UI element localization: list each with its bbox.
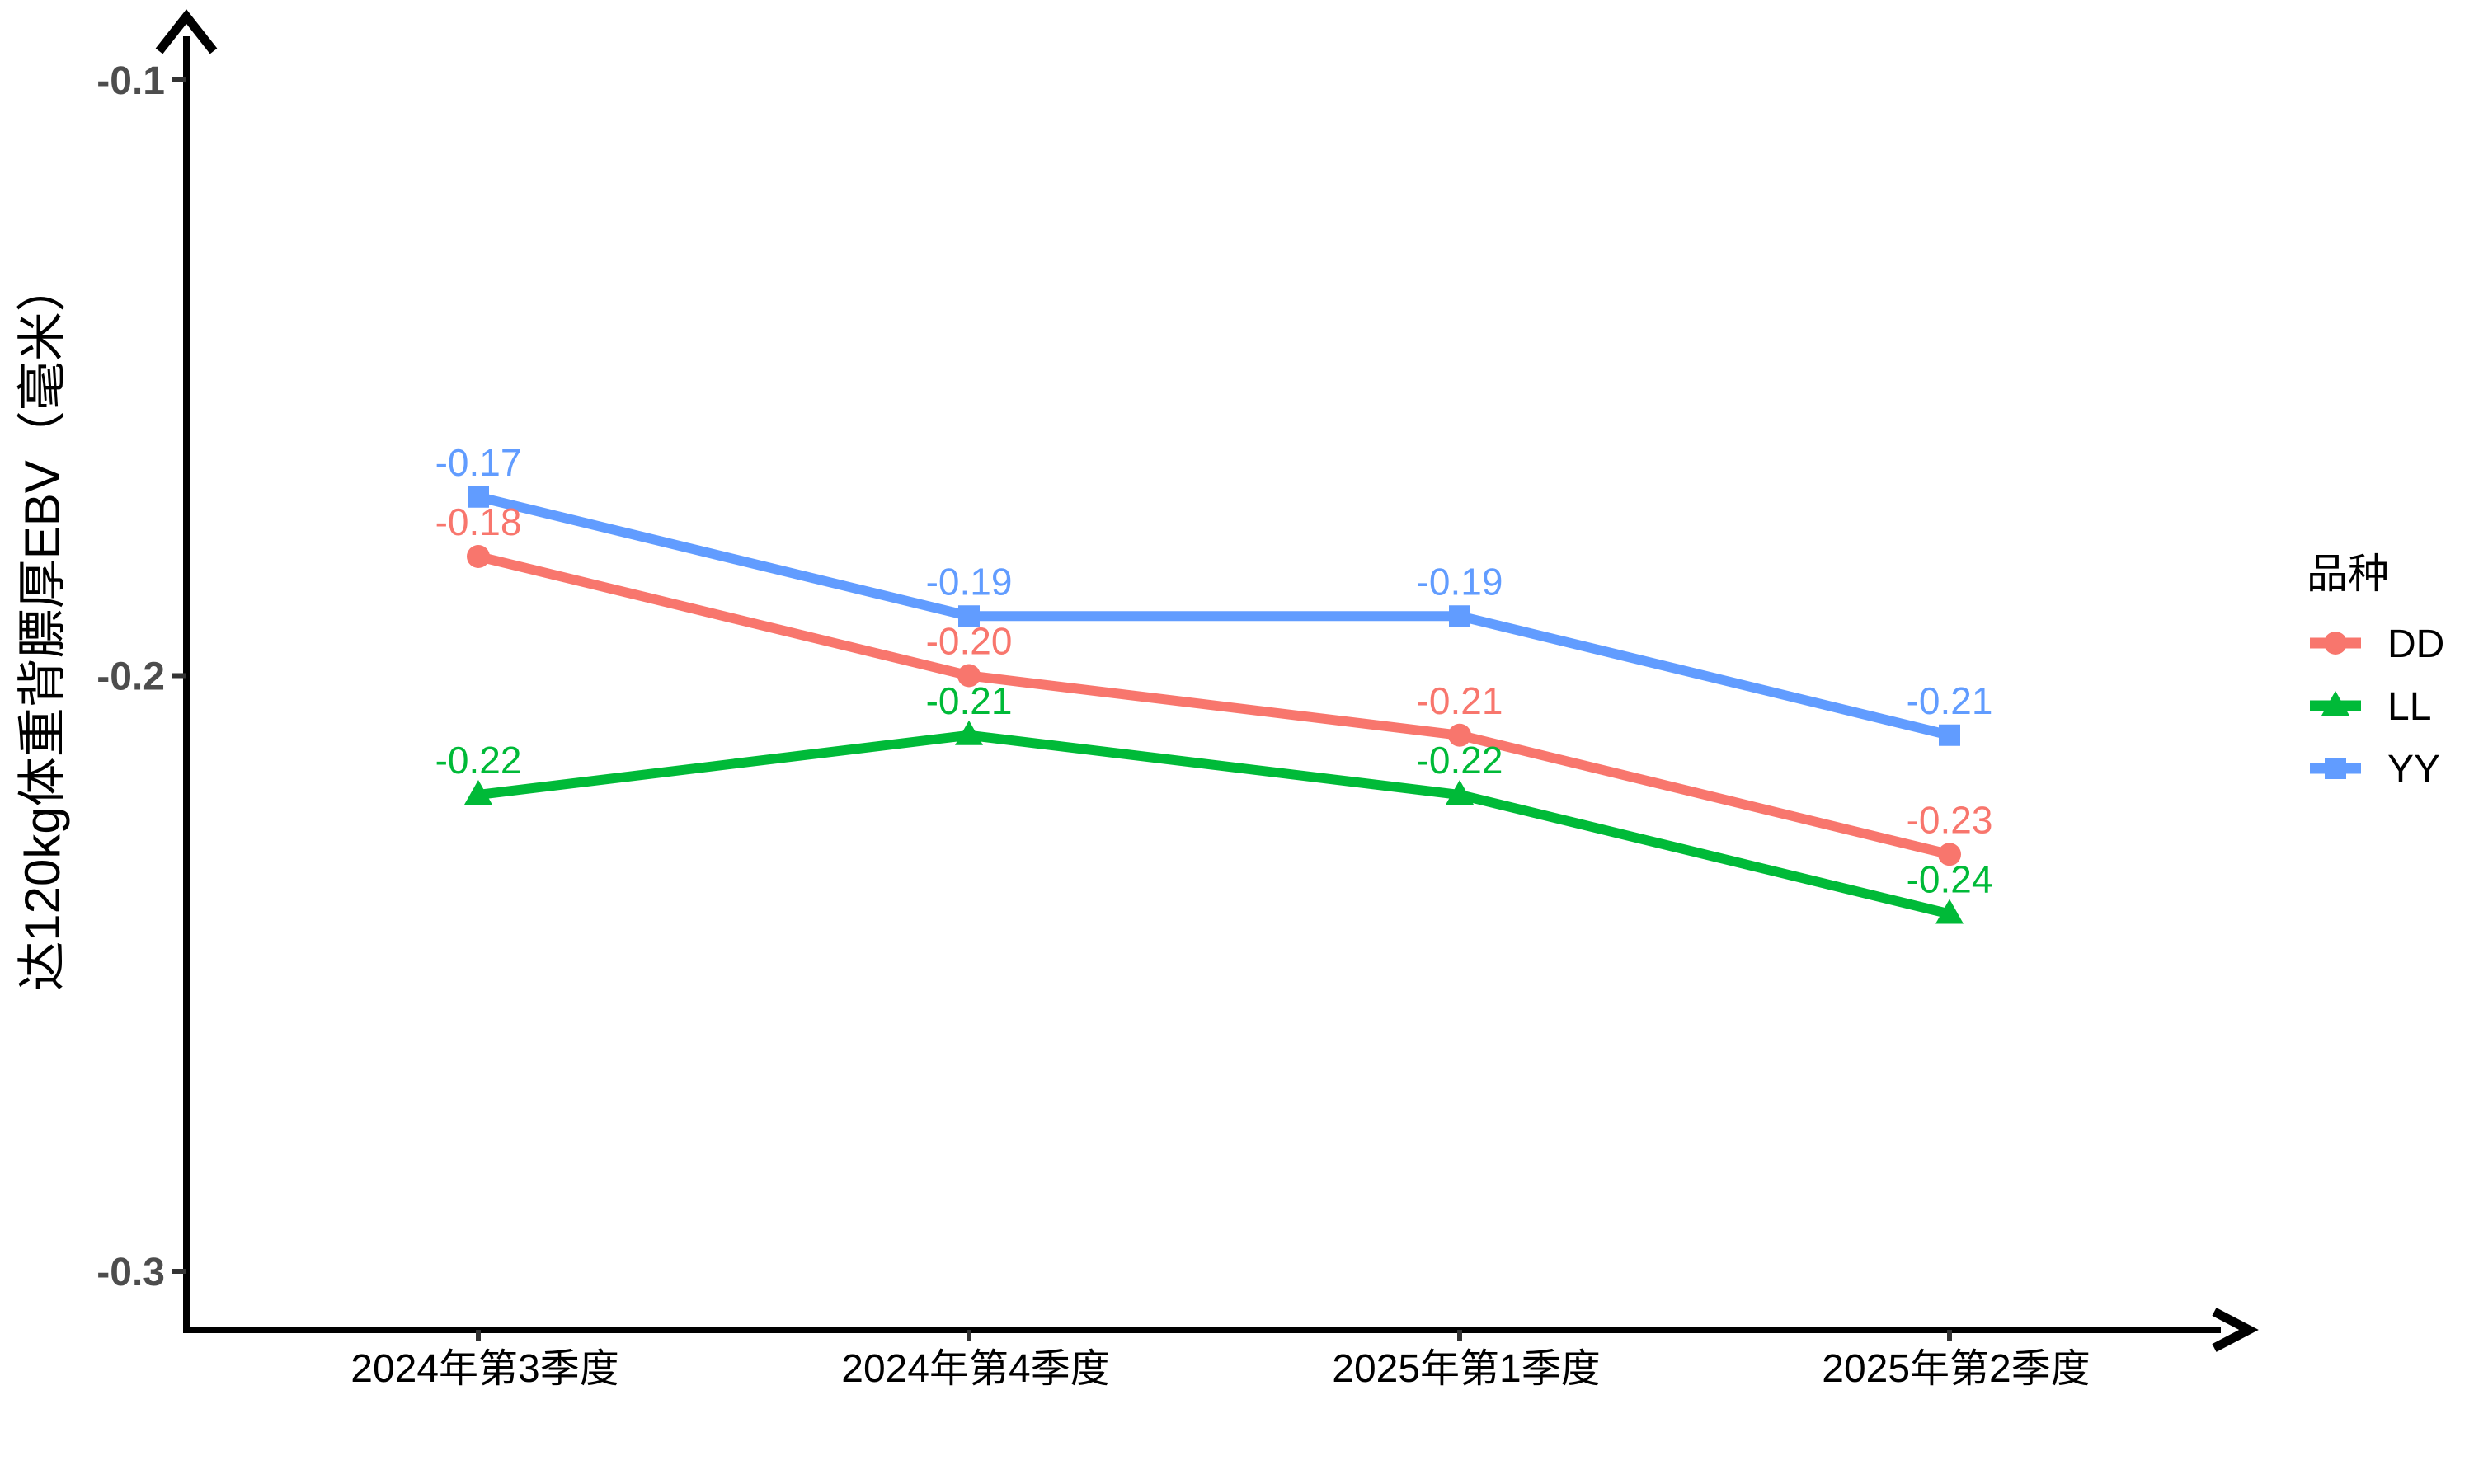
point-label-LL-0: -0.22 xyxy=(435,739,522,782)
point-label-DD-3: -0.23 xyxy=(1907,798,1993,841)
legend-label-LL: LL xyxy=(2387,685,2431,729)
legend-label-DD: DD xyxy=(2387,622,2444,666)
x-category-label: 2024年第4季度 xyxy=(841,1347,1109,1391)
data-point-YY-3 xyxy=(1939,724,1960,746)
series-line-YY xyxy=(477,491,1951,740)
x-category-label: 2025年第2季度 xyxy=(1822,1347,2090,1391)
y-tick-label: -0.1 xyxy=(96,59,165,103)
y-axis-arrowhead-icon xyxy=(155,9,218,54)
y-axis-title: 达120kg体重背膘厚EBV（毫米） xyxy=(15,262,70,991)
data-point-LL-0 xyxy=(464,780,492,805)
legend-key-circle-icon xyxy=(2324,632,2347,655)
data-point-YY-2 xyxy=(1449,605,1470,627)
point-label-YY-3: -0.21 xyxy=(1907,679,1993,722)
legend-key-triangle-icon xyxy=(2321,691,2349,716)
point-label-LL-1: -0.21 xyxy=(926,679,1013,722)
data-point-YY-0 xyxy=(468,486,489,508)
data-point-LL-1 xyxy=(955,720,983,745)
legend-title: 品种 xyxy=(2307,551,2389,597)
data-point-DD-1 xyxy=(957,664,981,688)
data-point-DD-0 xyxy=(467,545,490,568)
data-point-DD-2 xyxy=(1448,723,1471,747)
data-point-DD-3 xyxy=(1938,843,1961,866)
legend-label-YY: YY xyxy=(2387,748,2440,791)
point-label-YY-1: -0.19 xyxy=(926,560,1013,603)
point-label-LL-3: -0.24 xyxy=(1907,858,1993,901)
y-tick-label: -0.2 xyxy=(96,655,165,699)
series-line-LL xyxy=(477,730,1951,919)
data-point-YY-1 xyxy=(958,605,980,627)
legend-key-square-icon xyxy=(2325,758,2346,779)
x-category-label: 2025年第1季度 xyxy=(1332,1347,1600,1391)
x-category-label: 2024年第3季度 xyxy=(350,1347,618,1391)
point-label-YY-0: -0.17 xyxy=(435,441,522,484)
point-label-LL-2: -0.22 xyxy=(1417,739,1503,782)
point-label-DD-2: -0.21 xyxy=(1417,679,1503,722)
x-axis-arrowhead-icon xyxy=(2212,1308,2259,1352)
point-label-YY-2: -0.19 xyxy=(1417,560,1503,603)
y-tick-label: -0.3 xyxy=(96,1251,165,1294)
series-line-DD xyxy=(477,552,1951,860)
data-point-LL-2 xyxy=(1446,780,1474,805)
point-label-DD-0: -0.18 xyxy=(435,500,522,543)
data-point-LL-3 xyxy=(1935,899,1964,924)
point-label-DD-1: -0.20 xyxy=(926,620,1013,663)
